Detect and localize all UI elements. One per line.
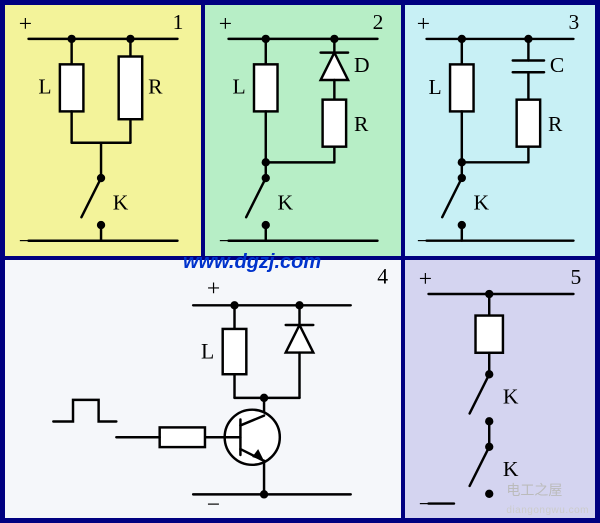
label-C: C [550, 53, 564, 77]
diagram-grid: + − 1 L R K [0, 0, 600, 523]
label-L: L [429, 75, 442, 99]
panel-number: 3 [569, 10, 580, 34]
plus-sign: + [219, 11, 232, 37]
minus-sign: − [207, 492, 220, 518]
minus-sign: − [417, 229, 430, 255]
minus-sign: − [19, 229, 32, 255]
label-K: K [474, 190, 490, 214]
footer-brand: 电工之屋 diangongwu.com [506, 480, 589, 516]
panel-1: + − 1 L R K [3, 3, 203, 258]
label-L: L [201, 339, 214, 363]
minus-sign: − [219, 229, 232, 255]
label-K: K [278, 190, 294, 214]
label-K: K [113, 190, 129, 214]
circuit-3: + − 3 L C R K [405, 5, 595, 256]
label-R: R [148, 75, 163, 99]
circuit-1: + − 1 L R K [5, 5, 201, 256]
panel-2: + − 2 L D R K [203, 3, 403, 258]
circuit-4: + − 4 L [5, 260, 401, 518]
label-L: L [38, 75, 51, 99]
panel-4: + − 4 L [3, 258, 403, 520]
panel-number: 2 [373, 10, 384, 34]
label-K1: K [503, 385, 519, 409]
label-R: R [548, 112, 563, 136]
panel-number: 5 [571, 265, 582, 289]
plus-sign: + [19, 11, 32, 37]
label-D: D [354, 53, 370, 77]
footer-brand-url: diangongwu.com [506, 505, 589, 516]
panel-number: 1 [173, 10, 184, 34]
label-R: R [354, 112, 369, 136]
circuit-2: + − 2 L D R K [205, 5, 401, 256]
label-K2: K [503, 457, 519, 481]
footer-brand-label: 电工之屋 [506, 482, 562, 498]
plus-sign: + [207, 275, 220, 301]
plus-sign: + [417, 11, 430, 37]
panel-3: + − 3 L C R K [403, 3, 597, 258]
label-L: L [232, 75, 245, 99]
minus-sign: − [419, 491, 432, 517]
panel-number: 4 [377, 265, 388, 289]
plus-sign: + [419, 266, 432, 292]
